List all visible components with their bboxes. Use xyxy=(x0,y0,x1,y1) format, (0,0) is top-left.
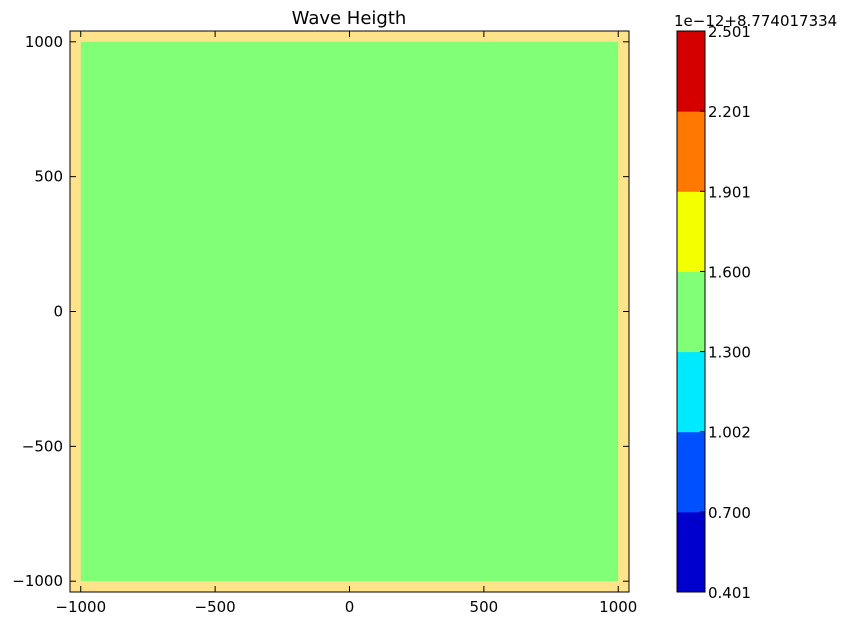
y-tick-label: −1000 xyxy=(12,572,63,590)
colorbar-band xyxy=(677,191,705,272)
colorbar-tick-label: 1.600 xyxy=(708,263,751,281)
x-tick-label: 1000 xyxy=(599,598,637,616)
contour-field xyxy=(80,41,619,582)
colorbar: 0.401 0.700 1.002 1.300 1.600 1.901 2.201 2.501 xyxy=(676,23,751,602)
y-tick-label: −500 xyxy=(22,437,63,455)
colorbar-tick-label: 1.002 xyxy=(708,424,751,442)
colorbar-tick-label: 1.300 xyxy=(708,344,751,362)
x-tick-label: 0 xyxy=(345,598,355,616)
x-tick-label: 500 xyxy=(470,598,499,616)
colorbar-tick-label: 2.201 xyxy=(708,103,751,121)
colorbar-frame xyxy=(676,30,706,593)
colorbar-band xyxy=(677,271,705,353)
colorbar-tick-label: 0.700 xyxy=(708,504,751,522)
colorbar-band xyxy=(677,111,705,192)
colorbar-band xyxy=(677,31,705,112)
colorbar-tick-label: 2.501 xyxy=(708,23,751,41)
chart-title: Wave Heigth xyxy=(292,8,407,29)
colorbar-band xyxy=(677,351,705,433)
colorbar-tick-label: 1.901 xyxy=(708,183,751,201)
x-tick-label: −1000 xyxy=(55,598,106,616)
colorbar-offset-label: 1e−12+8.774017334 xyxy=(674,12,837,30)
colorbar-tick-label: 0.401 xyxy=(708,584,751,602)
y-tick-label: 0 xyxy=(53,303,63,321)
colorbar-band xyxy=(677,431,705,513)
y-tick-label: 500 xyxy=(34,168,63,186)
colorbar-band xyxy=(677,511,705,593)
plot-area: −1000 −500 0 500 1000 −1000 −500 0 500 1000 xyxy=(12,30,637,616)
y-tick-label: 1000 xyxy=(25,33,63,51)
x-tick-label: −500 xyxy=(195,598,236,616)
